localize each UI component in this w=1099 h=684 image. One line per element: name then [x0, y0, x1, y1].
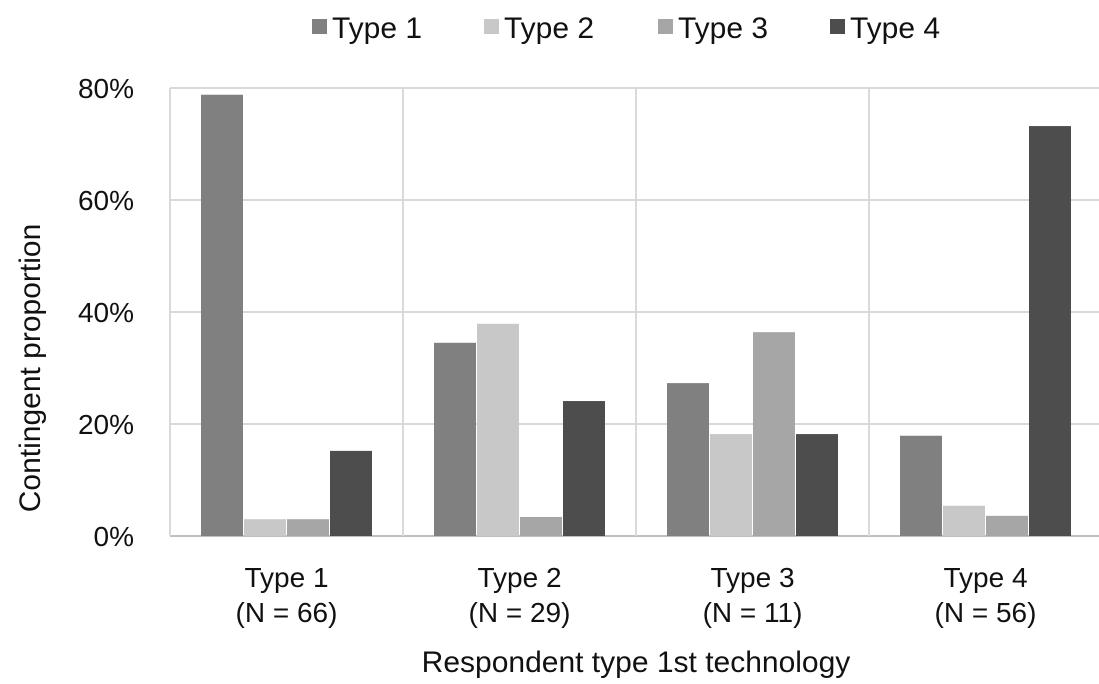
bar-type-4-type-4 — [1029, 126, 1071, 536]
y-tick-label: 40% — [78, 297, 134, 328]
legend-label: Type 4 — [850, 12, 940, 45]
bar-type-1-type-2 — [434, 342, 476, 536]
bars — [201, 94, 1071, 536]
bar-type-3-type-4 — [986, 515, 1028, 536]
y-tick-label: 80% — [78, 73, 134, 104]
legend-swatch — [830, 19, 845, 34]
bar-type-3-type-2 — [520, 516, 562, 536]
legend-label: Type 3 — [678, 12, 768, 45]
bar-type-4-type-1 — [330, 450, 372, 536]
y-tick-label: 20% — [78, 409, 134, 440]
bar-type-1-type-4 — [900, 435, 942, 536]
legend-label: Type 1 — [332, 12, 422, 45]
legend-swatch — [658, 19, 673, 34]
y-tick-label: 60% — [78, 185, 134, 216]
bar-type-1-type-3 — [667, 383, 709, 536]
grid-lines — [169, 87, 1099, 537]
bar-type-2-type-4 — [943, 505, 985, 536]
bar-type-4-type-3 — [796, 434, 838, 536]
bar-type-4-type-2 — [563, 401, 605, 536]
legend-swatch — [484, 19, 499, 34]
legend: Type 1 Type 2 Type 3 Type 4 — [312, 12, 940, 45]
x-axis-label: Respondent type 1st technology — [422, 646, 851, 679]
x-tick-label: Type 4 — [943, 562, 1027, 593]
bar-type-3-type-1 — [287, 519, 329, 536]
x-tick-sublabel: (N = 11) — [703, 597, 803, 628]
bar-type-2-type-3 — [710, 434, 752, 536]
legend-label: Type 2 — [504, 12, 594, 45]
bar-type-2-type-1 — [244, 519, 286, 536]
x-tick-label: Type 3 — [710, 562, 794, 593]
x-tick-label: Type 1 — [244, 562, 328, 593]
x-tick-sublabel: (N = 29) — [469, 597, 571, 628]
y-axis-label: Contingent proportion — [14, 224, 47, 513]
bar-type-1-type-1 — [201, 94, 243, 536]
x-axis-ticks: Type 1 (N = 66) Type 2 (N = 29) Type 3 (N = 1… — [236, 562, 1037, 628]
x-tick-sublabel: (N = 66) — [236, 597, 338, 628]
y-axis-ticks: 0% 20% 40% 60% 80% — [78, 73, 134, 552]
legend-swatch — [312, 19, 327, 34]
x-tick-sublabel: (N = 56) — [935, 597, 1037, 628]
x-tick-label: Type 2 — [477, 562, 561, 593]
bar-type-2-type-2 — [477, 323, 519, 536]
bar-type-3-type-3 — [753, 332, 795, 536]
y-tick-label: 0% — [94, 521, 134, 552]
